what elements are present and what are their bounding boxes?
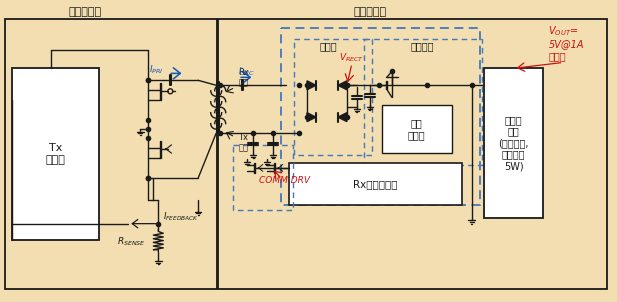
Polygon shape [338,113,347,122]
Bar [5,19,217,289]
Bar [294,39,372,155]
Text: Tx
控制器: Tx 控制器 [46,143,65,165]
Text: $I_{PRI}$: $I_{PRI}$ [149,63,164,76]
Bar [364,39,482,165]
Bar [382,105,452,153]
Text: $I_{FEEDBACK}$: $I_{FEEDBACK}$ [164,210,199,223]
Polygon shape [307,113,316,122]
Bar [233,145,293,210]
Text: 线性
控制器: 线性 控制器 [408,118,426,140]
Bar [12,68,99,239]
Text: Rx通信与控制: Rx通信与控制 [352,179,397,189]
Text: 无线接收器: 无线接收器 [354,7,386,17]
Text: $V_{OUT}$=
5V@1A
至系统: $V_{OUT}$= 5V@1A 至系统 [549,24,584,61]
Text: 便携式
设备
(系统负载,
功率高达
5W): 便携式 设备 (系统负载, 功率高达 5W) [499,115,529,171]
Text: Rx
线圈: Rx 线圈 [238,68,249,87]
Bar [289,163,462,205]
Polygon shape [338,81,347,90]
Text: 整流器: 整流器 [319,41,337,51]
Text: $V_{RECT}$: $V_{RECT}$ [339,51,365,64]
Bar [281,27,479,205]
Text: 无线发射器: 无线发射器 [69,7,102,17]
Bar [484,68,544,218]
Bar [218,19,607,289]
Text: COMM DRV: COMM DRV [259,176,310,185]
Text: 电压调节: 电压调节 [411,41,434,51]
Text: $R_{SENSE}$: $R_{SENSE}$ [117,235,146,248]
Polygon shape [307,81,316,90]
Text: Tx
线圈: Tx 线圈 [238,133,248,153]
Text: $I_{SEC}$: $I_{SEC}$ [238,65,255,78]
